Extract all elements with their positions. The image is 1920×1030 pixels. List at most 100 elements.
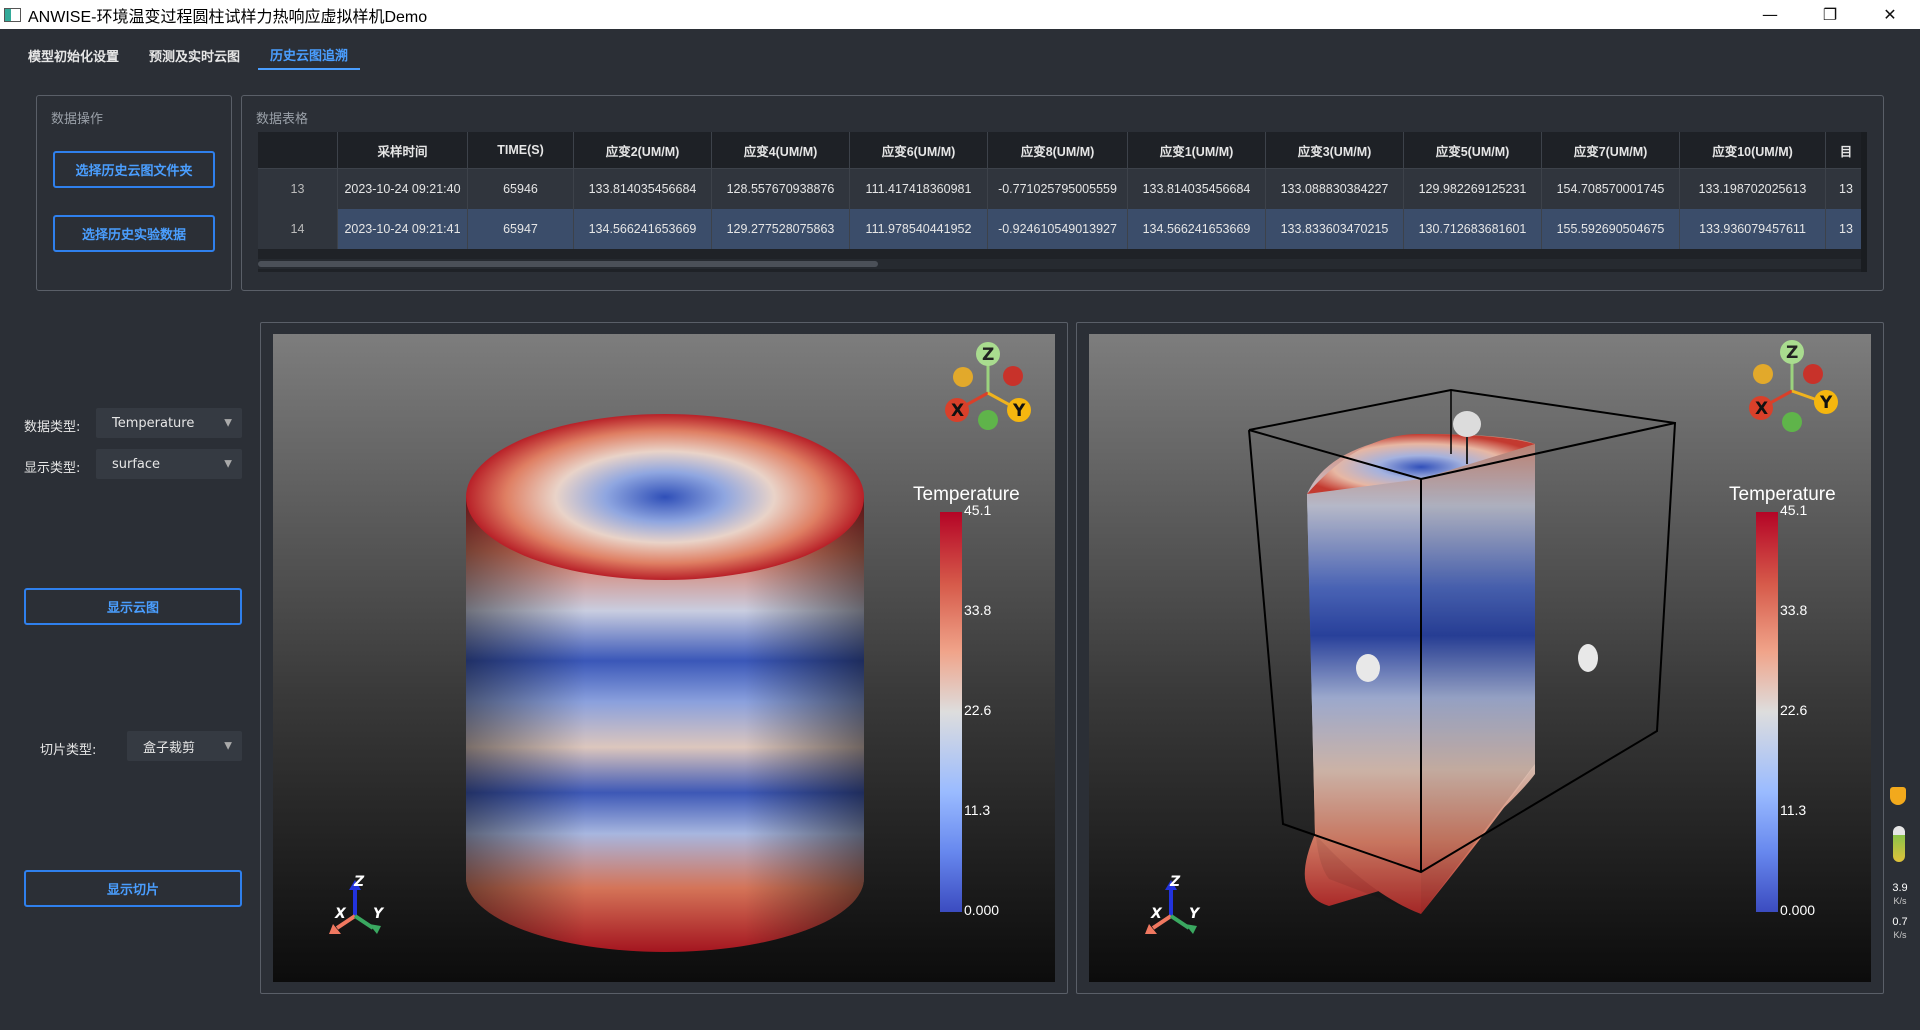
colorbar-label: 11.3 [1780, 802, 1807, 818]
table-cell: 154.708570001745 [1542, 169, 1680, 209]
table-vertical-scrollbar[interactable] [1861, 132, 1867, 272]
table-cell: -0.924610549013927 [988, 209, 1128, 249]
gauge-icon [1893, 826, 1905, 862]
show-cloud-button[interactable]: 显示云图 [24, 588, 242, 625]
show-slice-button[interactable]: 显示切片 [24, 870, 242, 907]
tab-model-init[interactable]: 模型初始化设置 [28, 49, 120, 65]
shield-icon[interactable] [1890, 787, 1906, 805]
colorbar-title: Temperature [913, 484, 1020, 505]
table-header-row: 采样时间 TIME(S) 应变2(UM/M) 应变4(UM/M) 应变6(UM/… [258, 132, 1866, 169]
speed-down-unit: K/s [1893, 930, 1907, 940]
gizmo-z-label: Z [1786, 343, 1799, 363]
colorbar-label: 22.6 [1780, 702, 1808, 718]
speed-up-unit: K/s [1893, 896, 1907, 906]
scrollbar-thumb[interactable] [258, 261, 878, 267]
table-cell: 13 [1826, 209, 1866, 249]
table-cell: 133.936079457611 [1680, 209, 1826, 249]
chevron-down-icon: ▼ [224, 740, 232, 752]
view-frame-left [260, 322, 1068, 994]
colorbar-label: 33.8 [964, 602, 992, 618]
gizmo-z-label: Z [982, 345, 995, 365]
orientation-gizmo[interactable] [933, 338, 1053, 448]
table-header[interactable]: 应变10(UM/M) [1680, 132, 1826, 169]
tab-prediction[interactable]: 预测及实时云图 [149, 49, 241, 65]
chevron-down-icon: ▼ [224, 458, 232, 470]
table-cell: 65947 [468, 209, 574, 249]
app-icon [4, 7, 21, 22]
table-cell: 128.557670938876 [712, 169, 850, 209]
table-cell: 130.712683681601 [1404, 209, 1542, 249]
triad-x-label: X [335, 906, 346, 922]
colorbar-label: 0.000 [964, 902, 1000, 918]
triad-y-label: Y [1189, 906, 1200, 922]
table-row[interactable]: 13 2023-10-24 09:21:40 65946 133.8140354… [258, 169, 1866, 209]
box-clip-render [1248, 388, 1677, 914]
view-frame-right [1076, 322, 1884, 994]
table-cell: 133.198702025613 [1680, 169, 1826, 209]
table-header[interactable]: 应变6(UM/M) [850, 132, 988, 169]
table-cell: 13 [1826, 169, 1866, 209]
gizmo-x-label: X [951, 401, 965, 421]
table-header[interactable]: TIME(S) [468, 132, 574, 169]
table-cell: 111.978540441952 [850, 209, 988, 249]
restore-button[interactable]: ❐ [1822, 5, 1838, 24]
tab-history[interactable]: 历史云图追溯 [258, 40, 361, 70]
close-button[interactable]: ✕ [1883, 5, 1897, 24]
table-header[interactable]: 应变4(UM/M) [712, 132, 850, 169]
triad-y-label: Y [373, 906, 384, 922]
table-cell: 2023-10-24 09:21:40 [338, 169, 468, 209]
table-cell: -0.771025795005559 [988, 169, 1128, 209]
select-history-data-button[interactable]: 选择历史实验数据 [53, 215, 215, 252]
table-header[interactable]: 应变3(UM/M) [1266, 132, 1404, 169]
table-cell: 65946 [468, 169, 574, 209]
cylinder-render [466, 414, 864, 952]
slice-type-select[interactable]: 盒子裁剪 ▼ [127, 731, 242, 761]
data-type-select[interactable]: Temperature ▼ [96, 408, 242, 438]
table-header[interactable]: 应变8(UM/M) [988, 132, 1128, 169]
data-table-group: 数据表格 [241, 95, 1884, 291]
render-view-box-clip[interactable]: Z X Y Temperature 45.1 33.8 22.6 11.3 0.… [1089, 334, 1871, 982]
data-type-label: 数据类型: [24, 420, 81, 435]
table-header[interactable]: 目 [1826, 132, 1866, 169]
colorbar-label: 45.1 [964, 502, 992, 518]
colorbar-label: 0.000 [1780, 902, 1816, 918]
chevron-down-icon: ▼ [224, 417, 232, 429]
display-type-select[interactable]: surface ▼ [96, 449, 242, 479]
display-type-value: surface [112, 456, 161, 472]
colorbar-label: 33.8 [1780, 602, 1808, 618]
select-history-folder-button[interactable]: 选择历史云图文件夹 [53, 151, 215, 188]
table-cell: 13 [258, 169, 338, 209]
data-ops-group: 数据操作 [36, 95, 232, 291]
colorbar-title: Temperature [1729, 484, 1836, 505]
table-cell: 129.277528075863 [712, 209, 850, 249]
table-header[interactable]: 采样时间 [338, 132, 468, 169]
table-cell: 134.566241653669 [1128, 209, 1266, 249]
table-horizontal-scrollbar[interactable] [258, 259, 1866, 269]
colorbar [1756, 512, 1778, 912]
colorbar-label: 45.1 [1780, 502, 1808, 518]
colorbar-label: 11.3 [964, 802, 991, 818]
colorbar-label: 22.6 [964, 702, 992, 718]
axes-triad [1145, 880, 1197, 934]
orientation-gizmo[interactable] [1737, 336, 1857, 446]
data-table-title: 数据表格 [256, 112, 309, 127]
main-tabs: 模型初始化设置 预测及实时云图 历史云图追溯 [16, 40, 366, 70]
table-header[interactable]: 应变5(UM/M) [1404, 132, 1542, 169]
render-view-cylinder[interactable]: Z X Y Temperature 45.1 33.8 22.6 11.3 0.… [273, 334, 1055, 982]
minimize-button[interactable]: — [1762, 5, 1778, 24]
table-header[interactable] [258, 132, 338, 169]
table-header[interactable]: 应变2(UM/M) [574, 132, 712, 169]
table-cell: 134.566241653669 [574, 209, 712, 249]
table-row-selected[interactable]: 14 2023-10-24 09:21:41 65947 134.5662416… [258, 209, 1866, 249]
table-cell: 155.592690504675 [1542, 209, 1680, 249]
gizmo-y-label: Y [1013, 401, 1026, 421]
data-ops-title: 数据操作 [51, 112, 104, 127]
table-header[interactable]: 应变7(UM/M) [1542, 132, 1680, 169]
colorbar [940, 512, 962, 912]
data-table[interactable]: 采样时间 TIME(S) 应变2(UM/M) 应变4(UM/M) 应变6(UM/… [258, 132, 1866, 272]
table-cell: 133.833603470215 [1266, 209, 1404, 249]
data-type-value: Temperature [112, 415, 195, 431]
slice-type-label: 切片类型: [40, 743, 97, 758]
table-header[interactable]: 应变1(UM/M) [1128, 132, 1266, 169]
title-bar: ANWISE-环境温变过程圆柱试样力热响应虚拟样机Demo — ❐ ✕ [0, 0, 1920, 29]
